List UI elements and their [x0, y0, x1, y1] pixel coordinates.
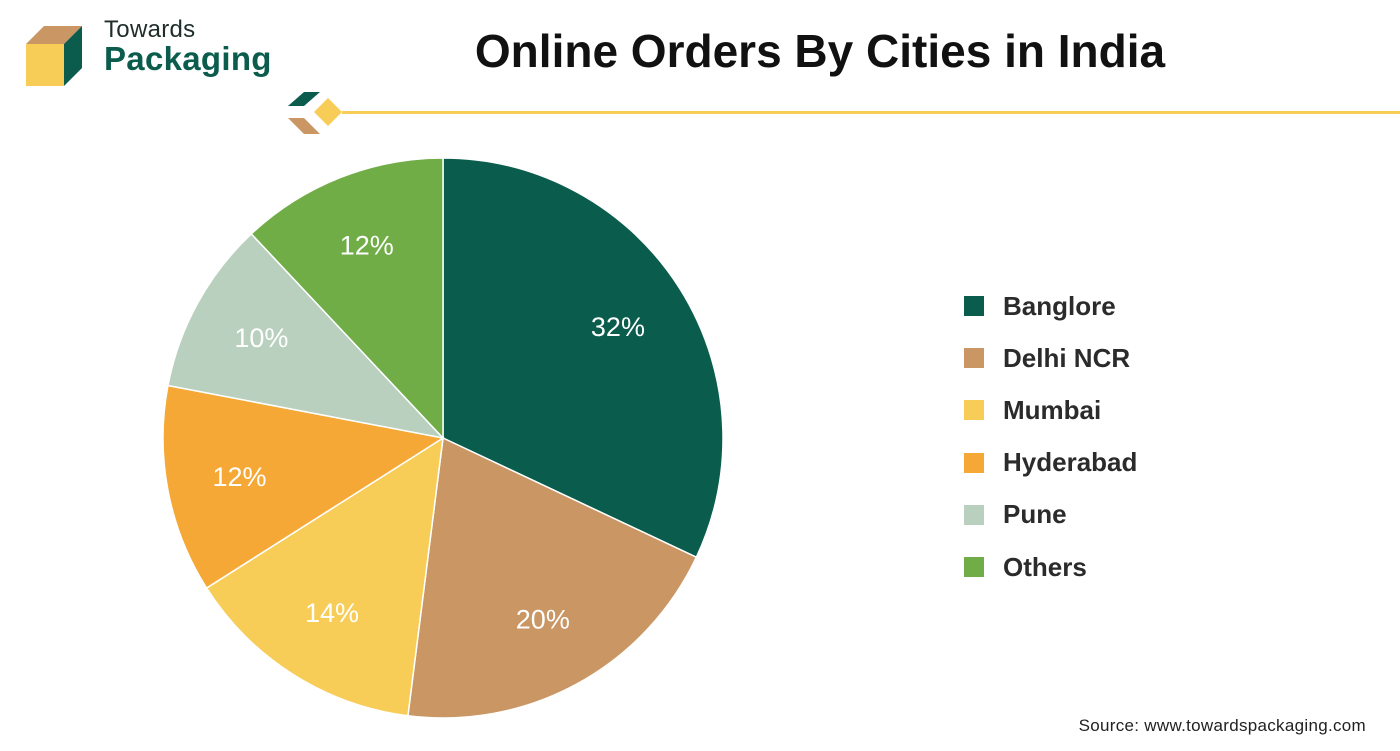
pie-slice-banglore: [442, 157, 724, 559]
legend-label: Banglore: [1003, 290, 1116, 321]
box-logo-icon: [26, 26, 82, 86]
legend-label: Mumbai: [1003, 394, 1102, 425]
legend-swatch: [964, 400, 984, 421]
slice-label-others: 12%: [340, 230, 394, 260]
brand-name-top: Towards: [104, 16, 196, 43]
pie-slice-hyderabad: [162, 384, 446, 590]
legend-item-delhi-ncr: Delhi NCR: [964, 332, 1137, 384]
legend-swatch: [964, 348, 984, 369]
divider-diamond-yellow-icon: [314, 98, 342, 126]
slice-label-delhi-ncr: 20%: [516, 605, 570, 635]
slice-label-hyderabad: 12%: [212, 462, 266, 492]
legend-item-others: Others: [964, 541, 1137, 593]
legend-item-mumbai: Mumbai: [964, 384, 1137, 436]
pie-slice-pune: [167, 232, 446, 440]
legend-label: Delhi NCR: [1003, 342, 1131, 373]
divider-rule: [342, 111, 1400, 114]
legend-item-banglore: Banglore: [964, 280, 1137, 332]
slice-label-banglore: 32%: [591, 312, 645, 342]
legend-swatch: [964, 452, 984, 473]
source-note: Source: www.towardspackaging.com: [1078, 716, 1366, 735]
legend-swatch: [964, 504, 984, 525]
pie-chart: 32% 20% 14% 12% 10% 12%: [162, 157, 724, 719]
pie-slice-others: [250, 157, 444, 440]
legend-label: Others: [1003, 551, 1087, 582]
legend-swatch: [964, 557, 984, 578]
divider-diamond-tan-icon: [288, 118, 320, 134]
legend-swatch: [964, 296, 984, 317]
slice-label-mumbai: 14%: [305, 598, 359, 628]
brand-logo: Towards Packaging: [24, 16, 284, 88]
legend-label: Hyderabad: [1003, 447, 1138, 478]
legend-item-hyderabad: Hyderabad: [964, 437, 1137, 489]
brand-name-bottom: Packaging: [104, 40, 272, 77]
legend-label: Pune: [1003, 499, 1067, 530]
pie-slice-mumbai: [205, 436, 444, 717]
divider-line: [288, 92, 1400, 134]
pie-slice-delhi-ncr: [407, 436, 698, 719]
chart-title: Online Orders By Cities in India: [474, 25, 1166, 77]
chart-legend: Banglore Delhi NCR Mumbai Hyderabad Pune…: [964, 280, 1137, 593]
divider-diamond-green-icon: [288, 92, 320, 106]
legend-item-pune: Pune: [964, 489, 1137, 541]
slice-label-pune: 10%: [234, 323, 288, 353]
